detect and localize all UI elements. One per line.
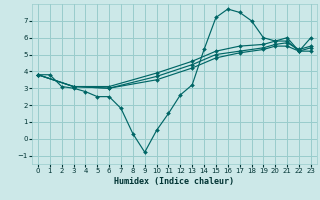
X-axis label: Humidex (Indice chaleur): Humidex (Indice chaleur) [115,177,234,186]
